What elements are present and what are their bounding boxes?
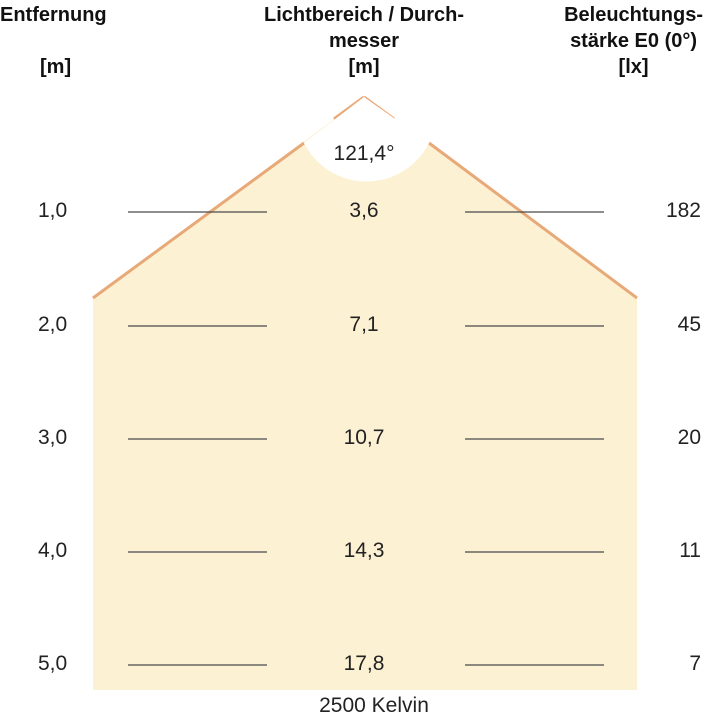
diameter-header: Lichtbereich / Durch- messer [m]: [246, 2, 482, 80]
distance-value: 5,0: [38, 652, 68, 675]
color-temperature-label: 2500 Kelvin: [319, 694, 429, 717]
diameter-value: 14,3: [343, 539, 385, 562]
diameter-header-unit: [m]: [348, 56, 380, 78]
distance-value: 3,0: [38, 426, 68, 449]
illuminance-value: 20: [677, 426, 701, 449]
distance-header-title: Entfernung: [0, 4, 107, 26]
diameter-value: 17,8: [343, 652, 385, 675]
diameter-value: 7,1: [349, 313, 379, 336]
distance-header-unit: [m]: [40, 56, 72, 78]
beam-edge-right: [428, 141, 638, 300]
diameter-value: 10,7: [343, 426, 385, 449]
illuminance-value: 11: [679, 539, 701, 562]
distance-value: 2,0: [38, 313, 68, 336]
beam-angle-arc: [304, 97, 429, 182]
diameter-value: 3,6: [349, 199, 379, 222]
illuminance-header: Beleuchtungs- stärke E0 (0°) [lx]: [564, 2, 703, 80]
distance-value: 1,0: [38, 199, 68, 222]
beam-angle-label: 121,4°: [333, 142, 395, 165]
beam-apex-left: [333, 95, 365, 121]
illuminance-header-title-cont: stärke E0 (0°): [570, 30, 698, 52]
beam-edge-left: [92, 141, 305, 300]
illuminance-header-unit: [lx]: [618, 56, 649, 78]
distance-rules: [128, 211, 604, 666]
illuminance-header-title: Beleuchtungs-: [564, 4, 703, 26]
diameter-header-title: Lichtbereich / Durch-: [263, 4, 465, 26]
distance-value: 4,0: [38, 539, 68, 562]
distance-header: Entfernung [m]: [0, 2, 107, 80]
light-cone-area: [93, 97, 637, 690]
illuminance-value: 182: [665, 199, 701, 222]
illuminance-value: 7: [689, 652, 701, 675]
diameter-header-title-cont: messer: [328, 30, 400, 52]
illuminance-value: 45: [677, 313, 701, 336]
